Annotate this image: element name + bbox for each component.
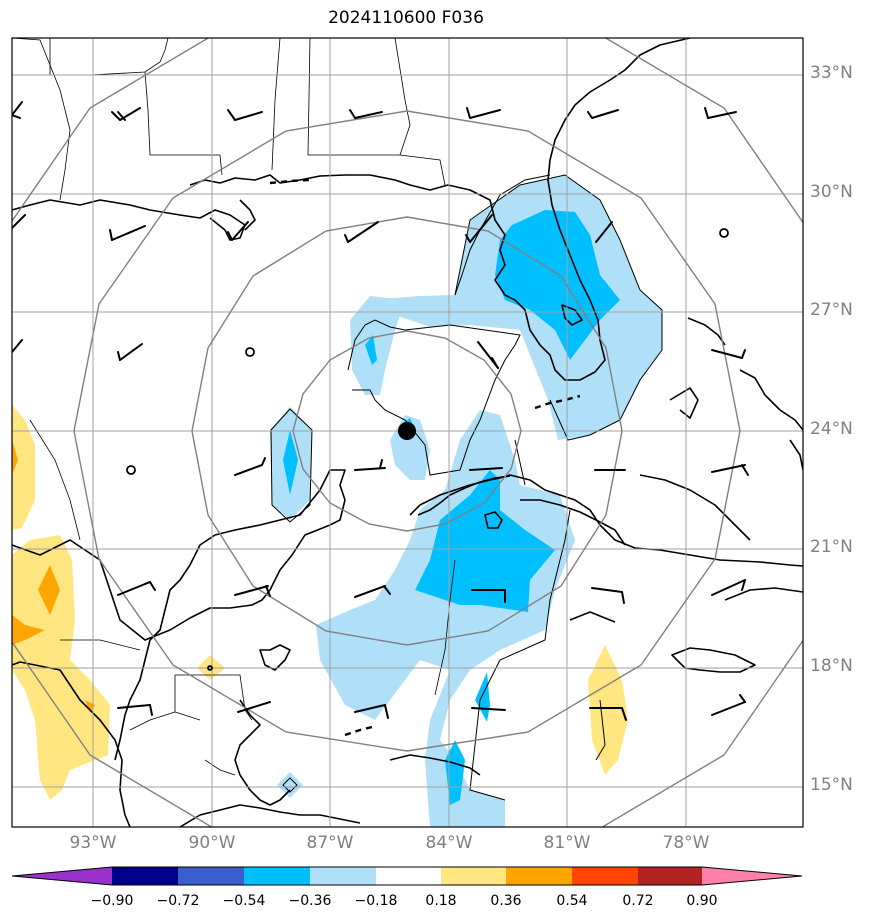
calm-circle [245, 347, 255, 357]
colorbar-tick-label: 0.72 [622, 893, 654, 909]
lon-label: 93°W [69, 833, 117, 853]
plot-frame [11, 37, 804, 828]
wind-barb [589, 707, 627, 721]
wind-barb [111, 107, 141, 121]
lat-label: 27°N [810, 300, 853, 320]
calm-circle [719, 228, 729, 238]
wind-barb [12, 214, 26, 229]
colorbar-segment [638, 867, 702, 885]
wind-barb [477, 341, 499, 369]
calm-circle [207, 665, 213, 671]
wind-barbs [12, 101, 749, 721]
map-title: 2024110600 F036 [328, 8, 484, 28]
wind-barb [117, 343, 143, 361]
lat-label: 15°N [810, 775, 853, 795]
wind-barb [471, 707, 506, 711]
lon-label: 84°W [425, 833, 473, 853]
wind-barb [469, 467, 503, 471]
wind-barb [465, 214, 493, 243]
wind-barb [227, 109, 263, 121]
wind-barb [227, 221, 249, 241]
wind-barb [711, 694, 746, 716]
lon-label: 90°W [188, 833, 236, 853]
lon-label: 81°W [543, 833, 591, 853]
wind-barb [234, 457, 266, 476]
colorbar-tick-label: 0.90 [686, 893, 718, 909]
colorbar-tick-label: 0.54 [556, 893, 588, 909]
colorbar-extend-high [702, 867, 802, 885]
lat-label: 33°N [810, 63, 853, 83]
wind-barb [711, 349, 746, 359]
distance-rings [12, 38, 803, 827]
colorbar-tick-label: −0.18 [354, 893, 398, 909]
wind-barb [12, 339, 23, 353]
storm-center-marker [398, 422, 416, 440]
wind-barb [354, 704, 389, 719]
wind-barb [711, 579, 746, 596]
lat-label: 30°N [810, 182, 853, 202]
wind-barb [595, 221, 613, 243]
colorbar-segment [572, 867, 638, 885]
colorbar-segment [506, 867, 572, 885]
florida-keys [269, 178, 581, 737]
small-blue-patch [277, 772, 303, 798]
wind-barb [591, 587, 625, 604]
colorbar-segment [244, 867, 310, 885]
orange-field [12, 440, 95, 712]
colorbar-segment [112, 867, 178, 885]
lat-label: 18°N [810, 656, 853, 676]
wind-barb [109, 225, 146, 241]
wind-barb [117, 581, 156, 596]
wind-barb [354, 459, 386, 471]
wind-barb [466, 107, 501, 119]
colorbar-tick-label: −0.90 [90, 893, 134, 909]
colorbar-tick-label: −0.54 [222, 893, 266, 909]
wind-barb [117, 704, 153, 716]
colorbar-segment [178, 867, 244, 885]
colorbar-segment [310, 867, 376, 885]
wind-barb [237, 701, 271, 713]
colorbar [11, 866, 803, 886]
lon-label: 87°W [306, 833, 354, 853]
colorbar-tick-label: 0.36 [490, 893, 522, 909]
colorbar-extend-low [12, 867, 112, 885]
lon-label: 78°W [662, 833, 710, 853]
wind-barb [349, 109, 383, 119]
wind-barb [344, 221, 379, 243]
colorbar-segment [441, 867, 506, 885]
calm-circle [126, 465, 136, 475]
colorbar-segment [376, 867, 441, 885]
wind-barb [711, 464, 749, 476]
colorbar-tick-label: 0.18 [425, 893, 457, 909]
wind-barb [354, 585, 391, 598]
wind-barb [704, 107, 737, 119]
colorbar-tick-label: −0.72 [156, 893, 200, 909]
calm-circles [126, 228, 729, 671]
wind-barb [471, 589, 506, 603]
wind-barb [234, 585, 271, 597]
wind-barb [587, 109, 619, 119]
wind-barb [12, 101, 23, 119]
colorbar-tick-label: −0.36 [288, 893, 332, 909]
lat-label: 24°N [810, 419, 853, 439]
lat-label: 21°N [810, 537, 853, 557]
